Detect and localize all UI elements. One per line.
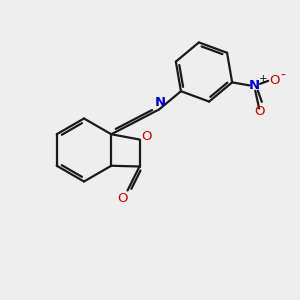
Text: O: O [118, 191, 128, 205]
Text: O: O [254, 105, 264, 118]
Text: N: N [155, 96, 166, 110]
Text: -: - [280, 68, 285, 83]
Text: O: O [269, 74, 279, 87]
Text: N: N [249, 79, 260, 92]
Text: +: + [259, 74, 267, 84]
Text: O: O [141, 130, 152, 143]
